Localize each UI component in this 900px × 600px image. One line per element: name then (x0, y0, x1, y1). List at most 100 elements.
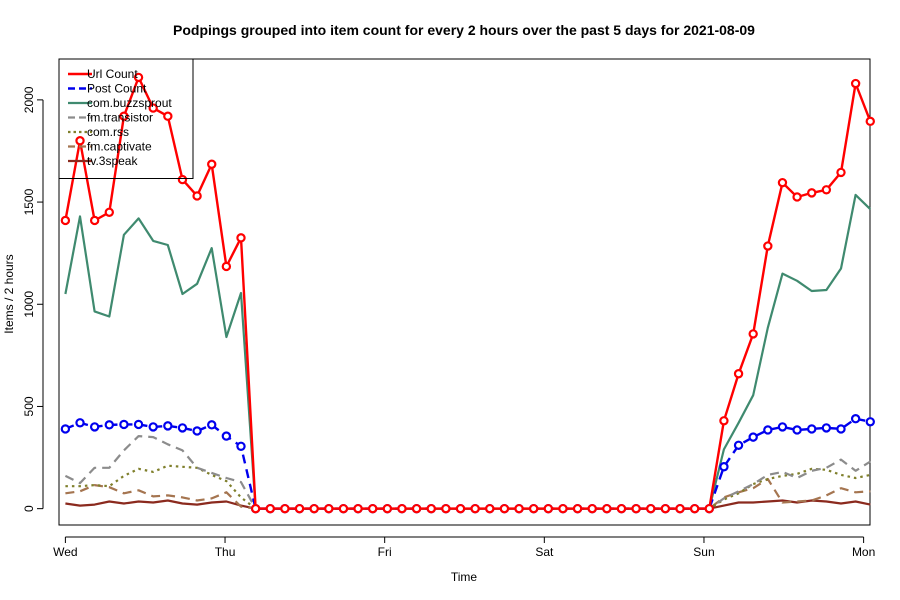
x-tick-label: Sun (693, 545, 714, 559)
chart-title: Podpings grouped into item count for eve… (173, 22, 755, 38)
legend-label: com.buzzsprout (87, 96, 172, 110)
series-fm-captivate (65, 477, 871, 510)
data-point (719, 462, 729, 472)
series-com-buzzsprout (64, 193, 872, 510)
data-point (60, 215, 71, 226)
data-point (89, 422, 100, 432)
legend-label: Post Count (87, 82, 147, 96)
series-line (65, 477, 871, 510)
legend-label: com.rss (87, 125, 129, 139)
data-point (646, 503, 656, 514)
data-point (763, 241, 773, 251)
data-point (572, 503, 583, 514)
y-axis: 0 500 1000 1500 2000 (22, 86, 44, 512)
x-axis: Wed Thu Fri Sat Sun Mon (53, 536, 875, 559)
x-tick-label: Thu (215, 545, 236, 559)
data-point (221, 431, 232, 441)
legend-label: fm.captivate (87, 140, 152, 154)
data-point (353, 503, 363, 514)
x-axis-label: Time (451, 570, 478, 584)
legend-item: fm.transistor (68, 111, 153, 125)
data-point (133, 72, 144, 83)
legend-item: com.rss (68, 125, 129, 139)
x-tick-label: Wed (53, 545, 77, 559)
data-point (148, 422, 158, 432)
y-tick-label: 1000 (22, 291, 36, 318)
data-point (309, 503, 319, 514)
data-point (104, 420, 114, 430)
data-point (192, 426, 202, 436)
data-point (850, 414, 861, 424)
x-tick-label: Mon (852, 545, 875, 559)
data-point (207, 159, 217, 169)
data-point (836, 424, 846, 434)
data-point (455, 503, 466, 514)
data-point (865, 116, 875, 127)
data-point (792, 425, 802, 435)
legend-label: tv.3speak (87, 154, 138, 168)
x-tick-label: Fri (378, 545, 392, 559)
data-point (836, 167, 846, 178)
y-tick-label: 2000 (22, 86, 36, 113)
data-point (748, 329, 758, 339)
data-point (807, 188, 817, 198)
data-point (104, 207, 114, 217)
data-point (280, 503, 290, 514)
y-tick-label: 0 (22, 505, 36, 512)
data-point (441, 503, 451, 514)
data-point (250, 503, 261, 514)
data-point (733, 440, 744, 450)
legend-item: Post Count (68, 82, 147, 96)
data-point (777, 177, 788, 188)
data-point (60, 424, 71, 434)
data-point (133, 419, 144, 430)
series-line (64, 417, 871, 510)
legend-label: fm.transistor (87, 111, 153, 125)
legend-item: tv.3speak (68, 154, 138, 168)
data-point (807, 424, 817, 434)
y-tick-label: 500 (22, 396, 36, 416)
data-point (119, 419, 129, 430)
data-point (660, 503, 671, 514)
data-point (733, 369, 744, 379)
data-point (119, 111, 129, 121)
data-point (338, 503, 349, 514)
data-point (763, 425, 773, 435)
data-point (850, 78, 861, 89)
data-point (631, 503, 641, 514)
data-point (719, 416, 729, 426)
legend-item: Url Count (68, 67, 138, 81)
data-point (558, 503, 568, 514)
legend-item: fm.captivate (68, 140, 152, 154)
series-url-count (60, 72, 875, 514)
data-point (177, 174, 188, 185)
data-point (75, 136, 85, 146)
series-layer (60, 72, 875, 514)
data-point (675, 503, 685, 514)
data-point (821, 185, 832, 195)
data-point (177, 423, 188, 433)
data-point (587, 503, 597, 514)
series-line (64, 193, 872, 510)
y-axis-label: Items / 2 hours (2, 254, 16, 333)
data-point (602, 503, 612, 514)
data-point (236, 233, 246, 243)
y-tick-label: 1500 (22, 188, 36, 215)
data-point (265, 503, 275, 514)
data-point (324, 503, 334, 514)
data-point (485, 503, 495, 514)
data-point (528, 503, 539, 514)
plot-frame (58, 58, 871, 526)
data-point (397, 503, 407, 514)
data-point (704, 503, 714, 514)
data-point (411, 503, 422, 514)
x-tick-label: Sat (535, 545, 554, 559)
data-point (163, 111, 173, 121)
data-point (163, 421, 173, 431)
data-point (221, 261, 232, 272)
data-point (294, 503, 305, 514)
data-point (616, 503, 627, 514)
data-point (514, 503, 524, 514)
